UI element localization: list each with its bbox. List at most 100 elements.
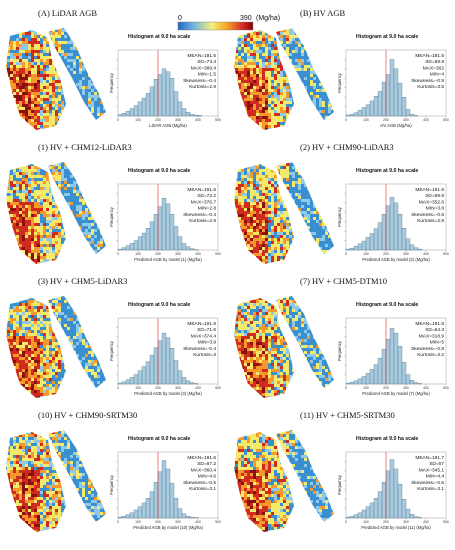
map-cell	[295, 125, 298, 128]
map-cell	[31, 241, 34, 244]
map-cell	[46, 175, 49, 178]
x-tick-label: 400	[195, 118, 201, 122]
map-cell	[61, 68, 64, 71]
map-cell	[286, 95, 289, 98]
map-cell	[334, 202, 337, 205]
map-cell	[271, 193, 274, 196]
map-cell	[256, 220, 259, 223]
map-cell	[64, 113, 67, 116]
map-cell	[28, 162, 31, 163]
map-cell	[307, 119, 310, 122]
map-cell	[109, 29, 112, 32]
map-cell	[6, 187, 7, 190]
map-cell	[271, 32, 274, 35]
map-cell	[70, 250, 73, 253]
map-cell	[58, 59, 61, 62]
map-cell	[91, 44, 94, 47]
stat-text: Skewness=-0.9	[411, 78, 444, 84]
map-cell	[31, 28, 34, 29]
map-cell	[79, 92, 82, 95]
map-cell	[6, 86, 7, 89]
map-cell	[70, 199, 73, 202]
map-cell	[234, 193, 235, 196]
map-cell	[265, 65, 268, 68]
map-cell	[307, 172, 310, 175]
map-cell	[64, 196, 67, 199]
map-cell	[19, 199, 22, 202]
map-cell	[283, 220, 286, 223]
map-cell	[97, 202, 100, 205]
map-cell	[19, 28, 22, 29]
map-cell	[100, 181, 103, 184]
map-cell	[247, 125, 250, 128]
map-cell	[58, 196, 61, 199]
map-cell	[79, 71, 82, 74]
map-cell	[319, 172, 322, 175]
map-cell	[234, 202, 235, 205]
map-cell	[310, 202, 313, 205]
map-cell	[259, 229, 262, 232]
map-cell	[94, 53, 97, 56]
map-cell	[52, 250, 55, 253]
map-cell	[25, 116, 28, 119]
map-cell	[28, 125, 31, 128]
map-cell	[235, 214, 238, 217]
map-cell	[250, 220, 253, 223]
map-cell	[25, 214, 28, 217]
map-cell	[22, 265, 25, 268]
map-cell	[13, 217, 16, 220]
map-cell	[277, 205, 280, 208]
map-cell	[289, 172, 292, 175]
map-cell	[28, 181, 31, 184]
map-cell	[46, 41, 49, 44]
map-cell	[247, 32, 250, 35]
map-cell	[238, 232, 241, 235]
map-cell	[100, 95, 103, 98]
map-cell	[16, 202, 19, 205]
map-cell	[307, 116, 310, 119]
map-cell	[325, 74, 328, 77]
map-cell	[253, 232, 256, 235]
map-cell	[28, 29, 31, 32]
map-cell	[310, 77, 313, 80]
histogram-bar	[165, 71, 171, 117]
map-cell	[49, 259, 52, 262]
map-cell	[13, 178, 16, 181]
map-cell	[97, 250, 100, 253]
map-cell	[274, 89, 277, 92]
map-cell	[94, 235, 97, 238]
map-cell	[85, 92, 88, 95]
map-cell	[40, 208, 43, 211]
map-cell	[250, 205, 253, 208]
map-cell	[88, 162, 91, 163]
map-cell	[289, 116, 292, 119]
map-cell	[73, 190, 76, 193]
map-cell	[268, 172, 271, 175]
map-cell	[70, 211, 73, 214]
map-cell	[85, 166, 88, 169]
map-cell	[97, 53, 100, 56]
map-cell	[328, 232, 331, 235]
map-cell	[103, 38, 106, 41]
map-cell	[49, 41, 52, 44]
map-cell	[259, 119, 262, 122]
map-cell	[91, 71, 94, 74]
map-cell	[241, 41, 244, 44]
map-cell	[253, 74, 256, 77]
map-cell	[247, 47, 250, 50]
map-cell	[7, 62, 10, 65]
map-cell	[94, 262, 97, 264]
map-cell	[34, 229, 37, 232]
map-cell	[289, 128, 292, 130]
map-cell	[73, 253, 76, 256]
map-cell	[268, 110, 271, 113]
map-cell	[325, 175, 328, 178]
map-cell	[289, 65, 292, 68]
map-cell	[16, 116, 19, 119]
map-cell	[325, 181, 328, 184]
map-cell	[316, 41, 319, 44]
map-cell	[310, 184, 313, 187]
map-cell	[295, 68, 298, 71]
map-cell	[262, 47, 265, 50]
map-cell	[46, 241, 49, 244]
